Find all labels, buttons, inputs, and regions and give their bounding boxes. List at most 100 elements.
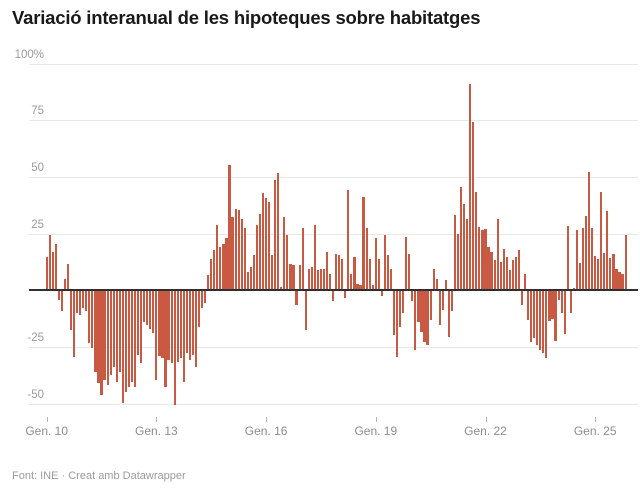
bar[interactable] <box>289 263 292 291</box>
bar[interactable] <box>475 191 478 291</box>
bar[interactable] <box>121 291 124 404</box>
bar[interactable] <box>539 291 542 350</box>
bar[interactable] <box>353 257 356 291</box>
bar[interactable] <box>48 235 51 291</box>
bar[interactable] <box>612 254 615 291</box>
bar[interactable] <box>69 291 73 330</box>
bar[interactable] <box>432 268 435 291</box>
bar[interactable] <box>505 257 508 291</box>
bar[interactable] <box>444 280 447 291</box>
bar[interactable] <box>609 257 612 291</box>
bar[interactable] <box>118 291 121 372</box>
bar[interactable] <box>386 255 390 291</box>
bar[interactable] <box>133 291 137 387</box>
bar[interactable] <box>152 291 155 334</box>
bar[interactable] <box>396 291 399 357</box>
bar[interactable] <box>243 228 246 291</box>
bar[interactable] <box>76 291 79 314</box>
bar[interactable] <box>240 218 243 291</box>
bar[interactable] <box>453 215 457 291</box>
bar[interactable] <box>389 268 393 291</box>
bar[interactable] <box>597 259 600 291</box>
bar[interactable] <box>182 291 185 382</box>
bar[interactable] <box>85 291 88 312</box>
bar[interactable] <box>146 291 149 325</box>
bar[interactable] <box>258 214 262 291</box>
bar[interactable] <box>143 291 146 322</box>
bar[interactable] <box>194 291 198 367</box>
bar[interactable] <box>417 291 420 322</box>
bar[interactable] <box>335 253 338 291</box>
bar[interactable] <box>197 291 201 327</box>
bar[interactable] <box>368 258 371 291</box>
bar[interactable] <box>426 291 429 345</box>
bar[interactable] <box>298 265 301 291</box>
bar[interactable] <box>109 291 112 376</box>
bar[interactable] <box>179 291 182 359</box>
bar[interactable] <box>307 268 310 291</box>
bar[interactable] <box>493 260 496 291</box>
bar[interactable] <box>502 248 505 291</box>
bar[interactable] <box>319 268 323 291</box>
bar[interactable] <box>246 272 249 291</box>
bar[interactable] <box>191 291 195 355</box>
bar[interactable] <box>328 273 332 291</box>
bar[interactable] <box>255 225 259 291</box>
bar[interactable] <box>167 291 170 360</box>
bar[interactable] <box>603 252 606 291</box>
bar[interactable] <box>264 198 268 291</box>
bar[interactable] <box>204 291 207 304</box>
bar[interactable] <box>130 291 134 382</box>
bar[interactable] <box>140 291 143 364</box>
bar[interactable] <box>530 291 533 342</box>
bar[interactable] <box>606 211 609 291</box>
bar[interactable] <box>347 190 350 291</box>
bar[interactable] <box>563 291 566 335</box>
bar[interactable] <box>542 291 545 354</box>
bar[interactable] <box>429 291 432 320</box>
bar[interactable] <box>392 291 396 335</box>
bar[interactable] <box>411 291 414 302</box>
bar[interactable] <box>511 260 514 291</box>
bar[interactable] <box>520 291 524 305</box>
bar[interactable] <box>414 291 417 350</box>
bar[interactable] <box>100 291 103 396</box>
bar[interactable] <box>73 291 76 357</box>
bar[interactable] <box>533 291 536 339</box>
bar[interactable] <box>380 291 383 297</box>
bar[interactable] <box>517 250 521 291</box>
bar[interactable] <box>584 216 588 291</box>
bar[interactable] <box>459 186 463 291</box>
bar[interactable] <box>463 203 466 291</box>
bar[interactable] <box>481 230 484 291</box>
bar[interactable] <box>344 291 347 299</box>
bar[interactable] <box>173 291 176 406</box>
bar[interactable] <box>316 270 319 291</box>
bar[interactable] <box>523 273 527 291</box>
bar[interactable] <box>551 291 554 320</box>
bar[interactable] <box>423 291 426 342</box>
bar[interactable] <box>487 247 490 291</box>
bar[interactable] <box>213 250 216 291</box>
bar[interactable] <box>469 83 472 291</box>
bar[interactable] <box>572 288 575 291</box>
bar[interactable] <box>225 238 228 291</box>
bar[interactable] <box>210 258 213 291</box>
bar[interactable] <box>536 291 539 345</box>
bar[interactable] <box>356 283 359 291</box>
bar[interactable] <box>280 287 283 291</box>
bar[interactable] <box>325 251 329 291</box>
bar[interactable] <box>155 291 158 380</box>
bar[interactable] <box>106 291 109 386</box>
bar[interactable] <box>283 216 286 291</box>
bar[interactable] <box>545 291 548 359</box>
bar[interactable] <box>127 291 131 387</box>
bar[interactable] <box>79 291 82 315</box>
bar[interactable] <box>566 226 569 291</box>
bar[interactable] <box>219 246 222 291</box>
bar[interactable] <box>569 291 572 313</box>
bar[interactable] <box>359 285 362 291</box>
bar[interactable] <box>450 291 454 312</box>
bar[interactable] <box>164 291 167 387</box>
bar[interactable] <box>624 234 627 291</box>
